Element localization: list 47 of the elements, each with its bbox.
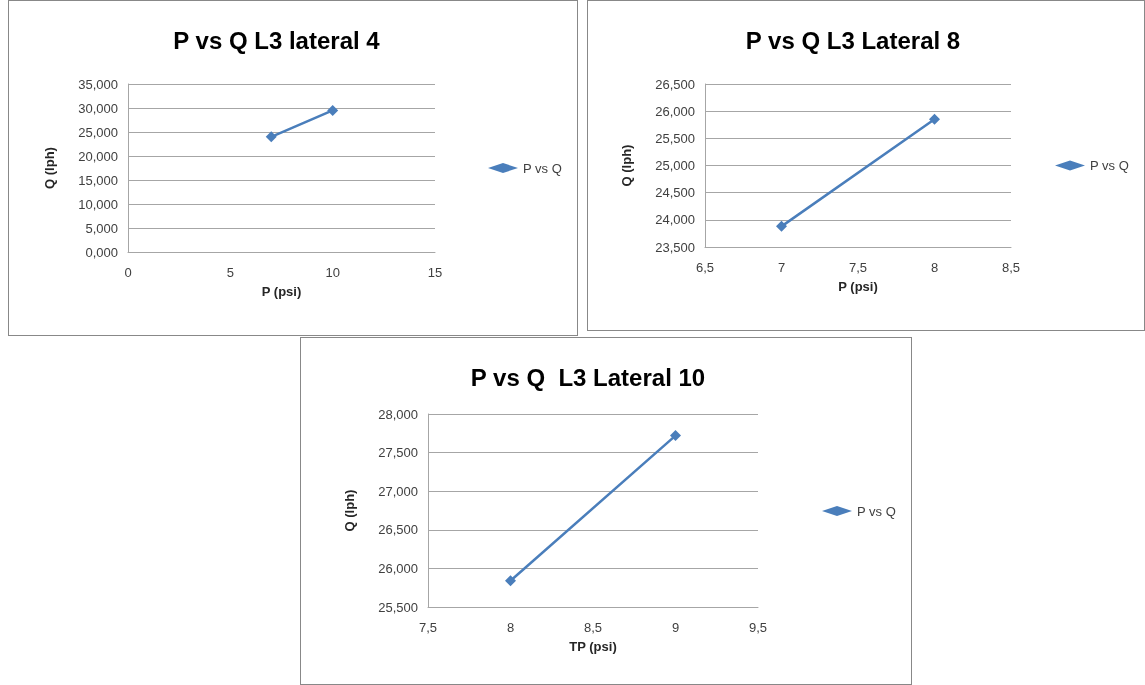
x-tick-label: 0 bbox=[124, 265, 132, 280]
chart-title: P vs Q L3 Lateral 8 bbox=[745, 26, 961, 54]
x-tick-label: 15 bbox=[427, 265, 443, 280]
y-tick-label: 26,000 bbox=[378, 560, 418, 576]
x-tick-label: 7,5 bbox=[418, 620, 438, 635]
x-tick-label: 8,5 bbox=[1001, 260, 1021, 275]
x-tick-label: 9 bbox=[671, 620, 680, 635]
x-axis-title: P (psi) bbox=[838, 279, 878, 294]
x-tick-label: 5 bbox=[226, 265, 234, 280]
chart-title: P vs Q L3 Lateral 10 bbox=[470, 363, 706, 391]
y-tick-label: 35,000 bbox=[78, 76, 118, 92]
y-tick-label: 26,500 bbox=[378, 522, 418, 538]
y-axis-title: Q (lph) bbox=[342, 489, 357, 532]
y-tick-label: 23,500 bbox=[655, 239, 695, 255]
x-tick-label: 6,5 bbox=[695, 260, 715, 275]
y-tick-label: 27,000 bbox=[378, 483, 418, 499]
legend-label: P vs Q bbox=[522, 160, 562, 176]
y-tick-label: 28,000 bbox=[378, 406, 418, 422]
y-tick-label: 26,500 bbox=[655, 76, 695, 92]
y-tick-label: 27,500 bbox=[378, 445, 418, 461]
x-tick-label: 10 bbox=[325, 265, 340, 280]
y-tick-label: 30,000 bbox=[78, 100, 118, 116]
x-tick-label: 8,5 bbox=[583, 620, 603, 635]
x-tick-label: 8 bbox=[930, 260, 939, 275]
legend-label: P vs Q bbox=[1089, 158, 1129, 173]
x-axis-title: P (psi) bbox=[261, 284, 302, 299]
y-axis-title: Q (lph) bbox=[619, 144, 634, 187]
x-tick-label: 7 bbox=[777, 260, 786, 275]
x-tick-label: 7,5 bbox=[848, 260, 868, 275]
y-tick-label: 20,000 bbox=[78, 148, 118, 164]
y-tick-label: 25,500 bbox=[378, 599, 418, 615]
y-tick-label: 0,000 bbox=[85, 244, 118, 260]
x-tick-label: 9,5 bbox=[748, 620, 768, 635]
y-tick-label: 24,500 bbox=[655, 185, 695, 201]
chart-title: P vs Q L3 lateral 4 bbox=[173, 26, 381, 54]
y-tick-label: 25,000 bbox=[655, 158, 695, 173]
x-axis-title: TP (psi) bbox=[569, 639, 617, 654]
y-axis-title: Q (lph) bbox=[42, 147, 57, 189]
legend-label: P vs Q bbox=[856, 503, 896, 519]
y-tick-label: 5,000 bbox=[85, 220, 118, 236]
y-tick-label: 10,000 bbox=[78, 196, 118, 212]
y-tick-label: 24,000 bbox=[655, 212, 695, 228]
y-tick-label: 25,500 bbox=[655, 130, 695, 146]
y-tick-label: 15,000 bbox=[78, 172, 118, 188]
y-tick-label: 26,000 bbox=[655, 103, 695, 119]
x-tick-label: 8 bbox=[506, 620, 515, 635]
y-tick-label: 25,000 bbox=[78, 124, 118, 140]
